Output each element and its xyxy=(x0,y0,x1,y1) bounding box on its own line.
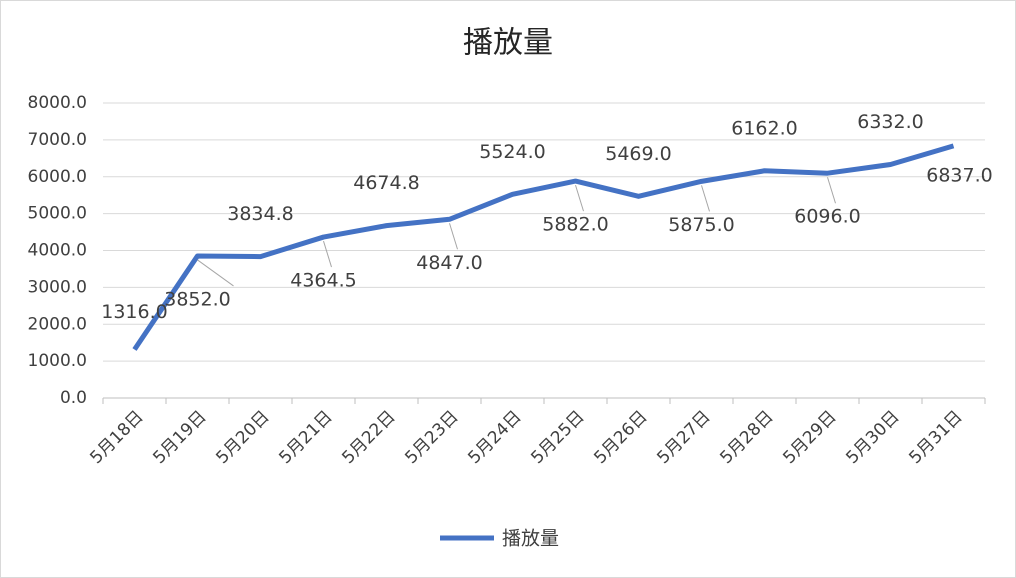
data-label: 5524.0 xyxy=(479,141,545,163)
data-label: 5875.0 xyxy=(668,214,734,236)
y-tick-label: 1000.0 xyxy=(28,351,87,371)
leader-line xyxy=(197,259,234,287)
leader-line xyxy=(701,185,710,212)
data-label: 3852.0 xyxy=(164,288,230,310)
leader-line xyxy=(575,184,584,212)
y-tick-label: 7000.0 xyxy=(28,130,87,150)
data-label: 3834.8 xyxy=(227,203,293,225)
data-label: 6332.0 xyxy=(857,111,923,133)
leader-line xyxy=(449,223,458,250)
y-tick-label: 5000.0 xyxy=(28,204,87,224)
y-tick-label: 0.0 xyxy=(60,388,87,408)
data-label: 6096.0 xyxy=(794,206,860,228)
y-tick-label: 3000.0 xyxy=(28,277,87,297)
data-label: 1316.0 xyxy=(101,301,167,323)
line-series xyxy=(132,143,955,351)
data-label: 5469.0 xyxy=(605,143,671,165)
data-label: 5882.0 xyxy=(542,214,608,236)
data-label: 4674.8 xyxy=(353,172,419,194)
y-tick-label: 6000.0 xyxy=(28,167,87,187)
data-label: 6837.0 xyxy=(926,164,992,186)
data-label: 6162.0 xyxy=(731,117,797,139)
leader-line xyxy=(323,240,332,268)
data-label: 4847.0 xyxy=(416,252,482,274)
chart-title: 播放量 xyxy=(463,26,553,61)
y-tick-label: 4000.0 xyxy=(28,241,87,261)
legend-label: 播放量 xyxy=(502,528,559,550)
y-tick-label: 8000.0 xyxy=(28,93,87,113)
y-tick-label: 2000.0 xyxy=(28,314,87,334)
data-label: 4364.5 xyxy=(290,270,356,292)
leader-line xyxy=(827,177,836,204)
